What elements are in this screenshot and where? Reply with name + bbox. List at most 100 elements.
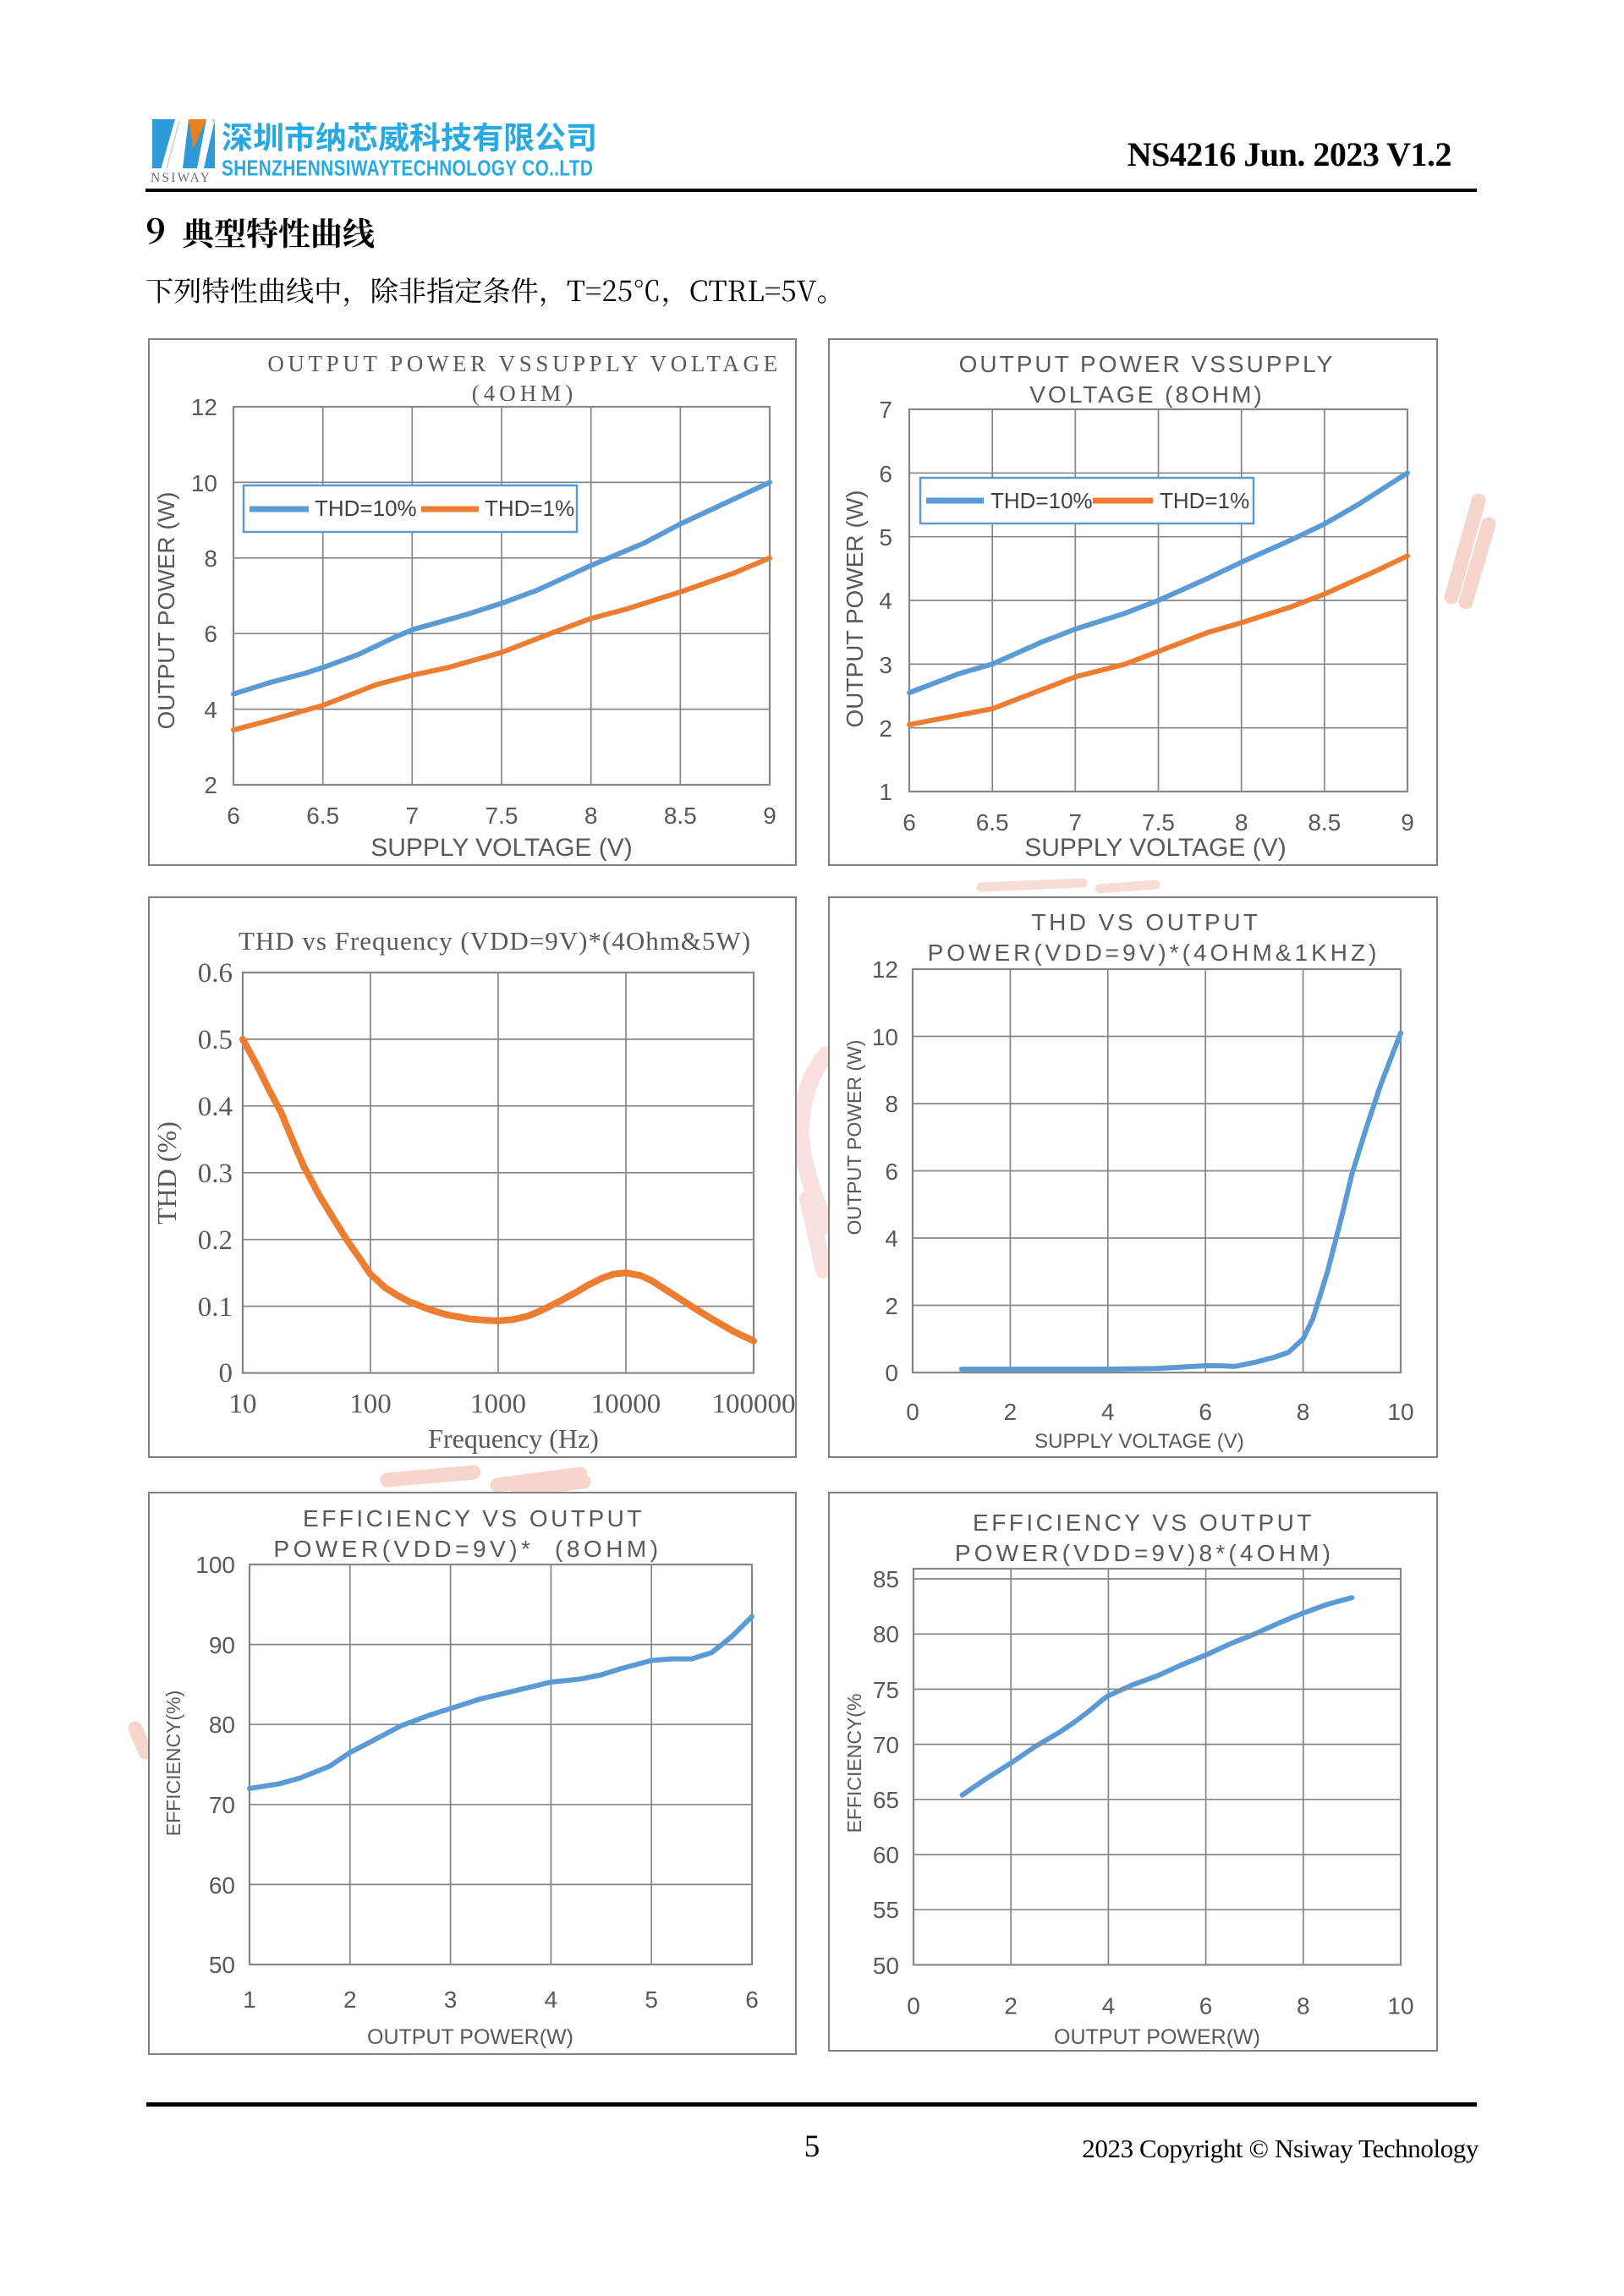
- svg-text:8: 8: [1297, 1399, 1310, 1425]
- svg-text:100000: 100000: [712, 1389, 796, 1420]
- svg-text:8: 8: [885, 1091, 898, 1117]
- svg-text:8.5: 8.5: [1308, 809, 1341, 836]
- svg-text:70: 70: [873, 1732, 899, 1758]
- svg-text:OUTPUT POWER VSSUPPLY VOLTAGE: OUTPUT POWER VSSUPPLY VOLTAGE: [267, 351, 781, 376]
- svg-text:6: 6: [1199, 1399, 1212, 1425]
- svg-text:OUTPUT POWER(W): OUTPUT POWER(W): [1054, 2025, 1260, 2049]
- svg-text:THD VS OUTPUT: THD VS OUTPUT: [1031, 909, 1260, 935]
- svg-text:0.1: 0.1: [198, 1292, 233, 1323]
- svg-text:5: 5: [879, 524, 892, 551]
- svg-text:3: 3: [444, 1986, 458, 2013]
- svg-text:1: 1: [879, 779, 892, 805]
- svg-text:70: 70: [209, 1792, 235, 1818]
- svg-text:SUPPLY VOLTAGE (V): SUPPLY VOLTAGE (V): [1024, 834, 1287, 862]
- svg-text:SUPPLY VOLTAGE (V): SUPPLY VOLTAGE (V): [370, 834, 633, 862]
- svg-text:THD=1%: THD=1%: [1160, 488, 1249, 513]
- svg-text:2: 2: [1004, 1399, 1018, 1425]
- svg-text:0: 0: [906, 1399, 919, 1425]
- svg-text:100: 100: [349, 1389, 392, 1420]
- svg-text:50: 50: [209, 1952, 235, 1978]
- svg-text:5: 5: [645, 1986, 658, 2013]
- svg-text:4: 4: [879, 588, 892, 614]
- svg-text:EFFICIENCY(%: EFFICIENCY(%: [843, 1694, 865, 1833]
- svg-text:7.5: 7.5: [486, 803, 518, 829]
- svg-text:EFFICIENCY VS OUTPUT: EFFICIENCY VS OUTPUT: [303, 1505, 645, 1532]
- svg-text:0.5: 0.5: [198, 1025, 233, 1055]
- svg-text:THD=10%: THD=10%: [990, 488, 1093, 513]
- svg-text:2: 2: [1004, 1992, 1018, 2019]
- svg-text:0.4: 0.4: [198, 1092, 233, 1122]
- svg-text:12: 12: [191, 394, 217, 420]
- svg-text:THD (%): THD (%): [151, 1121, 182, 1225]
- svg-text:50: 50: [873, 1953, 899, 1979]
- svg-text:10: 10: [229, 1389, 257, 1420]
- svg-text:THD=10%: THD=10%: [315, 496, 417, 521]
- svg-text:1000: 1000: [470, 1389, 526, 1420]
- svg-text:60: 60: [209, 1872, 235, 1899]
- svg-text:2: 2: [204, 772, 217, 798]
- svg-text:POWER(VDD=9V)*(4OHM&1KHZ): POWER(VDD=9V)*(4OHM&1KHZ): [928, 940, 1380, 966]
- svg-text:4: 4: [545, 1986, 558, 2013]
- svg-text:8: 8: [204, 545, 217, 572]
- svg-text:6.5: 6.5: [306, 803, 339, 829]
- svg-text:10: 10: [191, 470, 217, 496]
- svg-text:80: 80: [209, 1712, 235, 1738]
- svg-text:7: 7: [406, 803, 420, 829]
- svg-text:4: 4: [1102, 1992, 1116, 2019]
- svg-text:0.3: 0.3: [198, 1159, 233, 1189]
- svg-text:POWER(VDD=9V)* (8OHM): POWER(VDD=9V)* (8OHM): [273, 1536, 661, 1562]
- svg-text:OUTPUT POWER VSSUPPLY: OUTPUT POWER VSSUPPLY: [959, 351, 1336, 377]
- svg-text:6: 6: [745, 1986, 759, 2013]
- svg-text:NSIWAY: NSIWAY: [151, 171, 211, 185]
- svg-text:7: 7: [879, 397, 892, 423]
- svg-text:4: 4: [1101, 1399, 1115, 1425]
- svg-text:80: 80: [873, 1621, 899, 1647]
- svg-text:6: 6: [879, 461, 892, 487]
- svg-text:7.5: 7.5: [1142, 809, 1175, 836]
- svg-text:(4OHM): (4OHM): [472, 381, 578, 406]
- svg-text:0: 0: [907, 1992, 920, 2019]
- svg-text:0.6: 0.6: [198, 958, 233, 989]
- svg-text:8.5: 8.5: [664, 803, 697, 829]
- svg-text:OUTPUT POWER(W): OUTPUT POWER(W): [367, 2025, 573, 2049]
- svg-text:65: 65: [873, 1787, 899, 1813]
- svg-text:8: 8: [1297, 1992, 1310, 2019]
- svg-text:4: 4: [885, 1225, 898, 1252]
- svg-text:85: 85: [873, 1566, 899, 1592]
- svg-text:8: 8: [584, 803, 598, 829]
- svg-text:4: 4: [204, 697, 217, 723]
- svg-text:1: 1: [243, 1986, 256, 2013]
- svg-text:OUTPUT POWER (W): OUTPUT POWER (W): [153, 491, 179, 729]
- svg-text:60: 60: [873, 1842, 899, 1868]
- svg-text:2: 2: [879, 715, 892, 742]
- svg-text:90: 90: [209, 1632, 235, 1658]
- svg-text:6: 6: [227, 803, 240, 829]
- svg-text:6: 6: [1199, 1992, 1213, 2019]
- svg-text:6: 6: [204, 621, 217, 647]
- svg-text:9: 9: [1401, 809, 1414, 836]
- svg-text:10: 10: [1387, 1992, 1413, 2019]
- svg-text:10: 10: [1387, 1399, 1413, 1425]
- svg-text:Frequency (Hz): Frequency (Hz): [428, 1423, 599, 1454]
- svg-text:9: 9: [763, 803, 776, 829]
- svg-text:55: 55: [873, 1897, 899, 1923]
- svg-text:3: 3: [879, 652, 892, 678]
- svg-text:SUPPLY VOLTAGE (V): SUPPLY VOLTAGE (V): [1034, 1430, 1244, 1453]
- svg-text:10000: 10000: [591, 1389, 661, 1420]
- svg-text:THD vs Frequency (VDD=9V)*(4Oh: THD vs Frequency (VDD=9V)*(4Ohm&5W): [239, 926, 751, 956]
- svg-text:0.2: 0.2: [198, 1225, 233, 1256]
- svg-text:10: 10: [872, 1024, 898, 1050]
- svg-text:6: 6: [885, 1159, 898, 1185]
- svg-text:OUTPUT POWER (W): OUTPUT POWER (W): [843, 1040, 865, 1236]
- svg-text:100: 100: [195, 1552, 235, 1578]
- svg-text:12: 12: [872, 956, 898, 983]
- svg-text:EFFICIENCY VS OUTPUT: EFFICIENCY VS OUTPUT: [973, 1510, 1314, 1536]
- svg-text:2: 2: [343, 1986, 357, 2013]
- svg-text:0: 0: [219, 1358, 233, 1389]
- svg-text:6.5: 6.5: [976, 809, 1009, 836]
- svg-text:8: 8: [1235, 809, 1248, 836]
- svg-text:VOLTAGE (8OHM): VOLTAGE (8OHM): [1029, 381, 1264, 408]
- svg-text:THD=1%: THD=1%: [485, 496, 574, 521]
- svg-text:0: 0: [885, 1360, 898, 1386]
- svg-text:6: 6: [903, 809, 916, 836]
